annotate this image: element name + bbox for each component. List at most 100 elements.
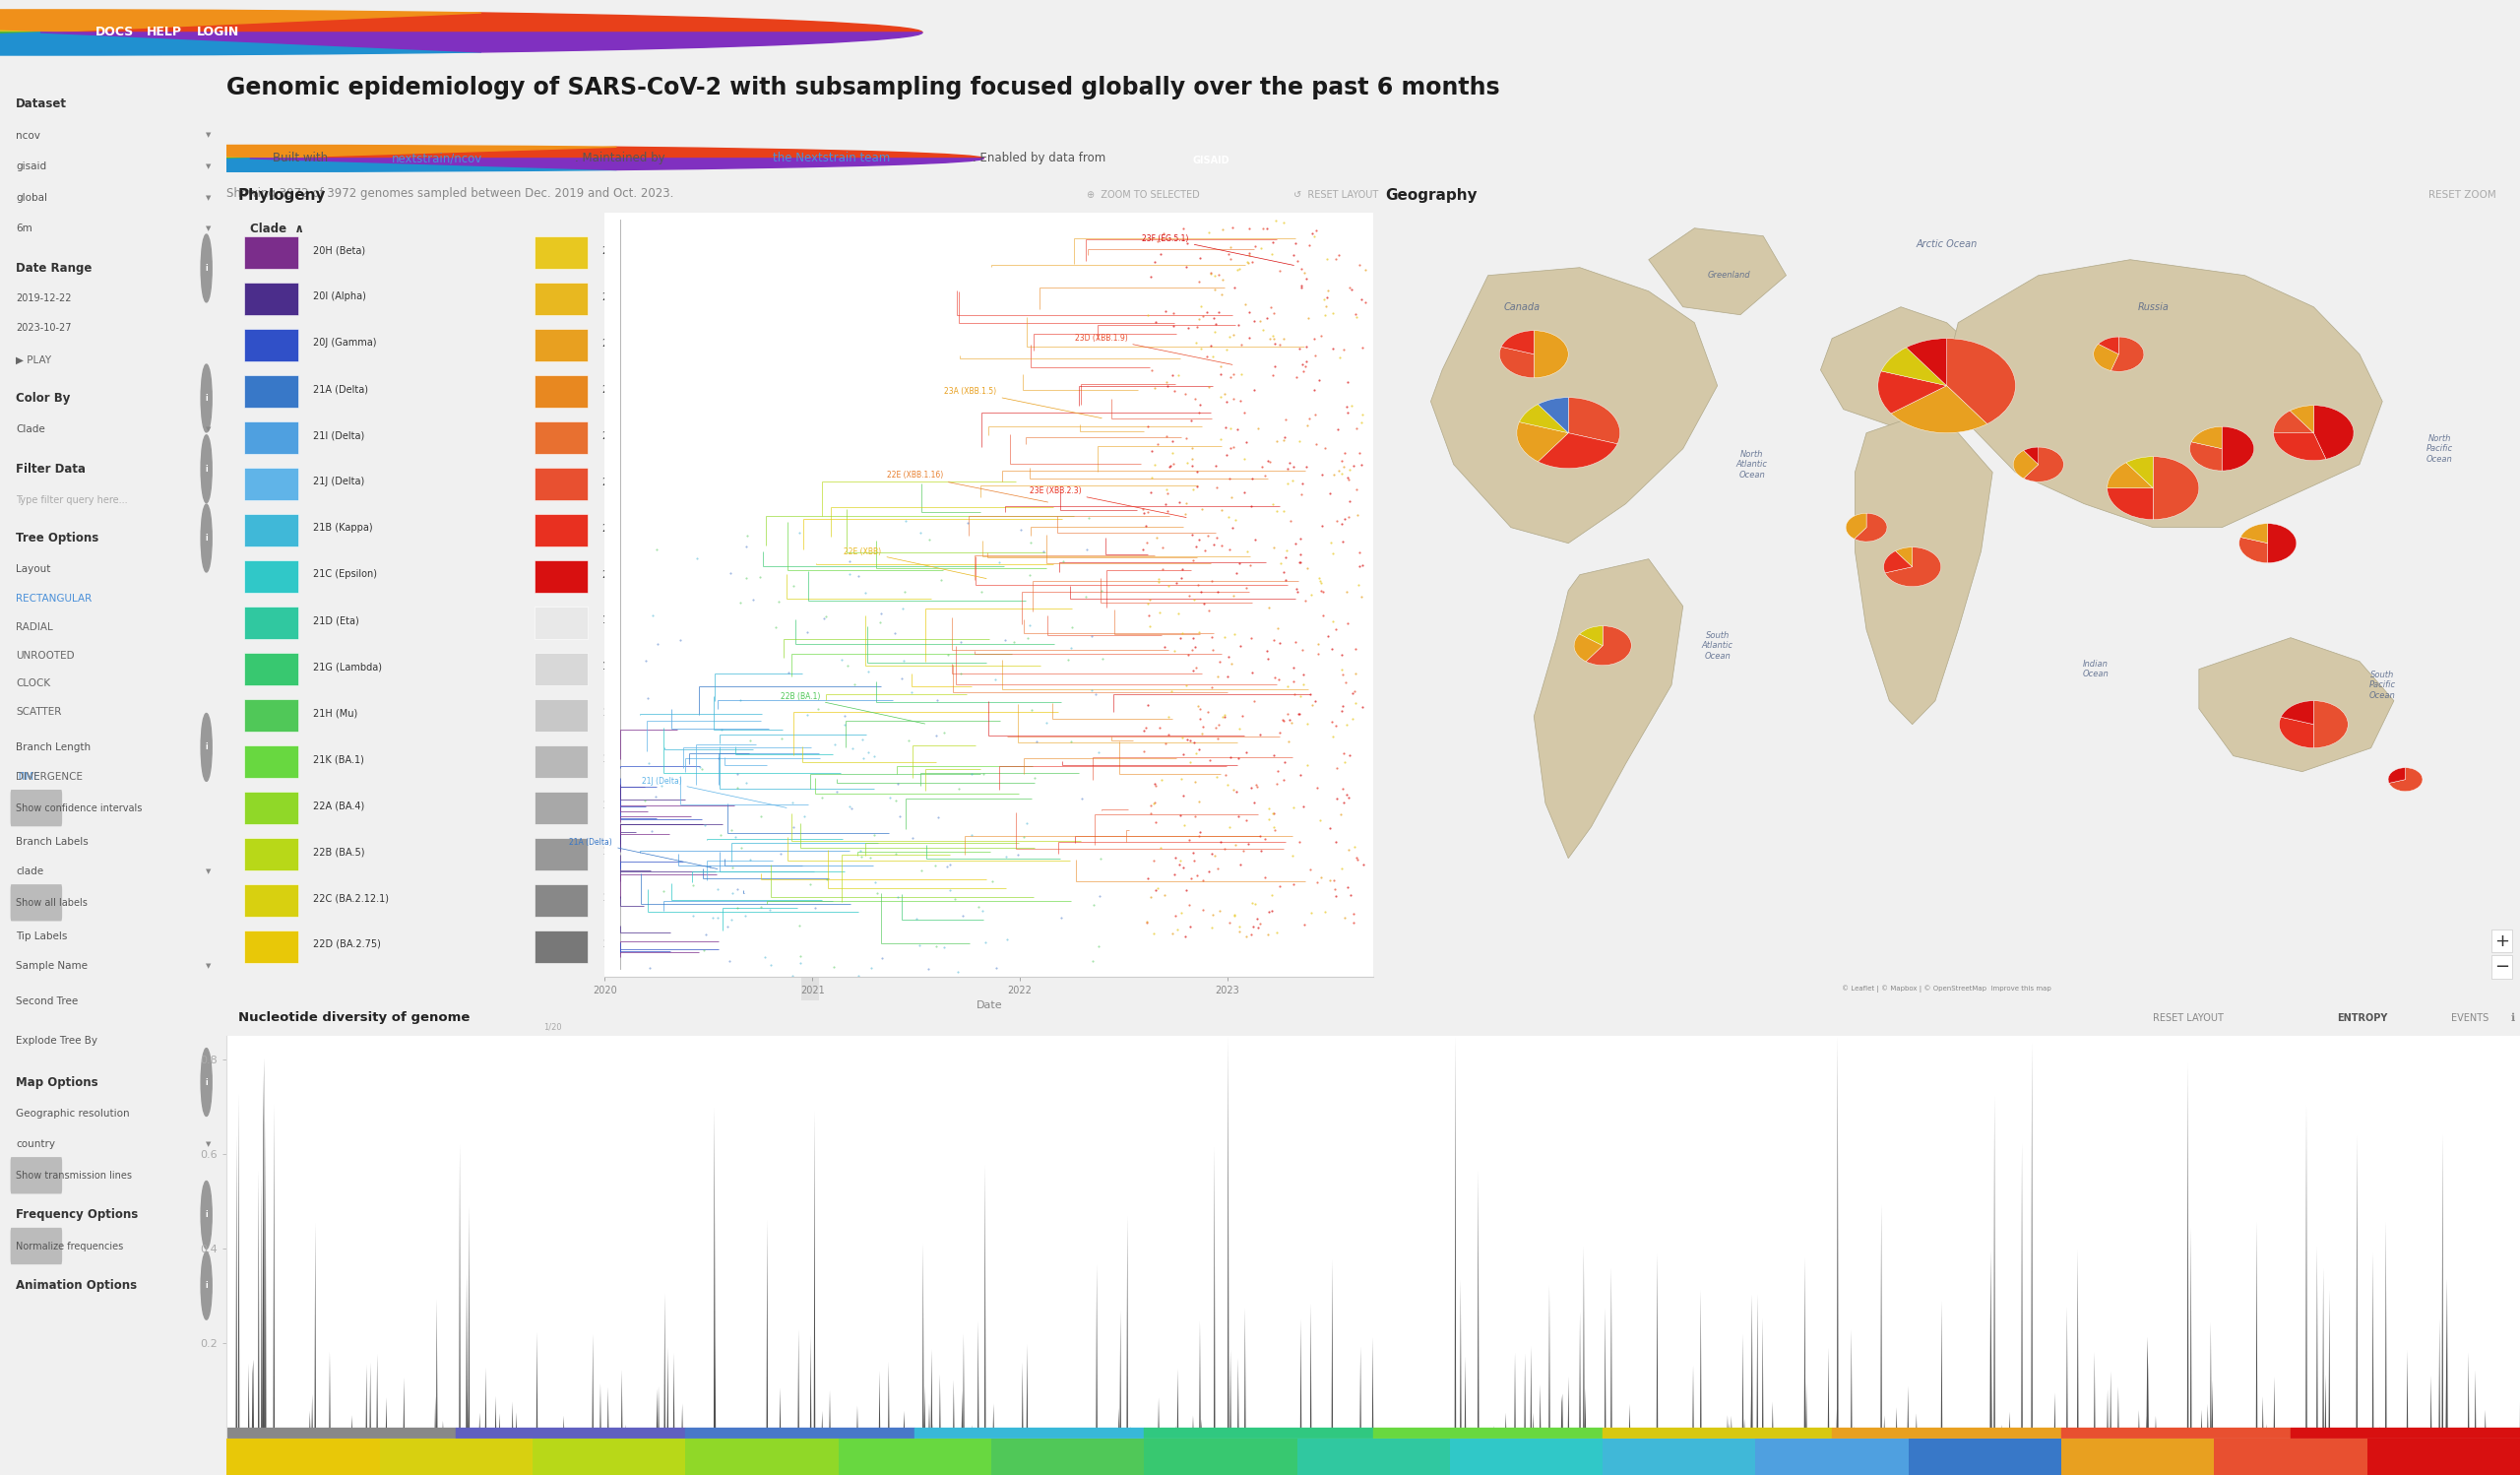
Text: 6m: 6m — [15, 224, 33, 233]
Text: Clade  ∧: Clade ∧ — [249, 223, 305, 236]
Text: 2023-10-27: 2023-10-27 — [15, 323, 71, 332]
Text: RESET ZOOM: RESET ZOOM — [2429, 190, 2495, 201]
Wedge shape — [1535, 330, 1567, 378]
Text: LOGIN: LOGIN — [197, 27, 239, 38]
FancyBboxPatch shape — [10, 885, 63, 920]
Circle shape — [202, 364, 212, 432]
Bar — [534, 422, 587, 454]
Wedge shape — [1890, 385, 1988, 434]
Bar — [244, 931, 297, 963]
Wedge shape — [1520, 404, 1567, 434]
Text: 20H (Beta): 20H (Beta) — [312, 245, 365, 255]
Wedge shape — [1877, 372, 1945, 413]
Bar — [534, 792, 587, 825]
Text: 21K (BA.1): 21K (BA.1) — [312, 754, 363, 764]
Wedge shape — [1575, 634, 1603, 662]
Text: 20D: 20D — [602, 940, 622, 950]
Text: Animation Options: Animation Options — [15, 1279, 136, 1292]
Bar — [534, 236, 587, 268]
Text: 2019-12-22: 2019-12-22 — [15, 294, 71, 302]
Wedge shape — [2013, 450, 2039, 478]
Text: 22E (XBB): 22E (XBB) — [844, 547, 985, 578]
Bar — [244, 792, 297, 825]
Wedge shape — [2281, 701, 2313, 724]
Text: Canada: Canada — [1504, 302, 1540, 311]
Polygon shape — [1819, 307, 1981, 425]
Text: Russia: Russia — [2137, 302, 2170, 311]
Text: ncov: ncov — [15, 130, 40, 140]
FancyBboxPatch shape — [10, 1156, 63, 1193]
Wedge shape — [2192, 426, 2223, 448]
Text: 21C (Epsilon): 21C (Epsilon) — [312, 569, 375, 580]
Text: SCATTER: SCATTER — [15, 707, 60, 717]
Text: Normalize frequencies: Normalize frequencies — [15, 1240, 123, 1251]
Circle shape — [202, 435, 212, 503]
Text: Phylogeny: Phylogeny — [239, 187, 328, 204]
Text: CLOCK: CLOCK — [15, 679, 50, 689]
Wedge shape — [2278, 717, 2313, 748]
X-axis label: Date: Date — [975, 1000, 1003, 1010]
Wedge shape — [249, 148, 983, 158]
Wedge shape — [2268, 524, 2296, 563]
Wedge shape — [0, 148, 249, 158]
FancyBboxPatch shape — [10, 789, 63, 826]
Text: © Leaflet | © Mapbox | © OpenStreetMap  Improve this map: © Leaflet | © Mapbox | © OpenStreetMap I… — [1842, 985, 2051, 993]
Bar — [244, 329, 297, 361]
Wedge shape — [2190, 442, 2223, 471]
Text: Dataset: Dataset — [15, 97, 68, 111]
Text: RECTANGULAR: RECTANGULAR — [15, 594, 91, 603]
Bar — [1449, 1438, 1603, 1475]
Wedge shape — [1895, 547, 1913, 566]
Text: 20A: 20A — [602, 708, 622, 718]
Text: i: i — [204, 1078, 207, 1087]
Polygon shape — [2200, 637, 2394, 771]
Text: Color By: Color By — [15, 392, 71, 404]
Wedge shape — [2094, 344, 2119, 370]
Text: i: i — [204, 394, 207, 403]
Bar — [534, 283, 587, 316]
Text: Tree Options: Tree Options — [15, 532, 98, 544]
Wedge shape — [1845, 513, 1867, 538]
Bar — [534, 329, 587, 361]
Bar — [534, 931, 587, 963]
Bar — [534, 884, 587, 916]
Wedge shape — [0, 158, 249, 170]
Text: ▼: ▼ — [207, 1142, 212, 1148]
Text: 21A (Delta): 21A (Delta) — [570, 838, 718, 869]
Wedge shape — [1882, 348, 1945, 385]
Text: 23D (XBB.1.9): 23D (XBB.1.9) — [602, 476, 670, 487]
Wedge shape — [1502, 330, 1535, 354]
Bar — [244, 745, 297, 777]
Bar — [915, 1428, 1144, 1438]
Bar — [244, 884, 297, 916]
Bar — [1373, 1428, 1603, 1438]
Bar — [801, 330, 819, 448]
Wedge shape — [2389, 767, 2422, 791]
Text: 22B (BA.5): 22B (BA.5) — [312, 847, 365, 857]
Polygon shape — [1431, 267, 1719, 543]
Bar — [2061, 1438, 2215, 1475]
Bar — [1603, 1438, 1756, 1475]
Text: ENTROPY: ENTROPY — [2336, 1013, 2386, 1022]
Text: Arctic Ocean: Arctic Ocean — [1915, 239, 1978, 249]
Text: Sample Name: Sample Name — [15, 962, 88, 971]
Polygon shape — [1648, 229, 1787, 314]
Text: Show confidence intervals: Show confidence intervals — [15, 802, 141, 813]
Text: 22E (BQ.1): 22E (BQ.1) — [602, 245, 655, 255]
Text: the Nextstrain team: the Nextstrain team — [774, 152, 890, 165]
Circle shape — [202, 504, 212, 572]
Text: Second Tree: Second Tree — [15, 997, 78, 1006]
Text: Indian
Ocean: Indian Ocean — [2082, 659, 2109, 679]
Bar — [456, 1428, 685, 1438]
Text: i: i — [204, 743, 207, 752]
Wedge shape — [2313, 701, 2349, 748]
Bar — [244, 699, 297, 732]
Bar — [1756, 1438, 1908, 1475]
Wedge shape — [2313, 406, 2354, 459]
Text: DIVERGENCE: DIVERGENCE — [15, 771, 83, 782]
Wedge shape — [1882, 550, 1913, 572]
Text: 22F (XBB): 22F (XBB) — [602, 292, 650, 301]
Wedge shape — [0, 145, 617, 158]
Bar — [534, 653, 587, 686]
Text: 1/20: 1/20 — [544, 1024, 562, 1032]
